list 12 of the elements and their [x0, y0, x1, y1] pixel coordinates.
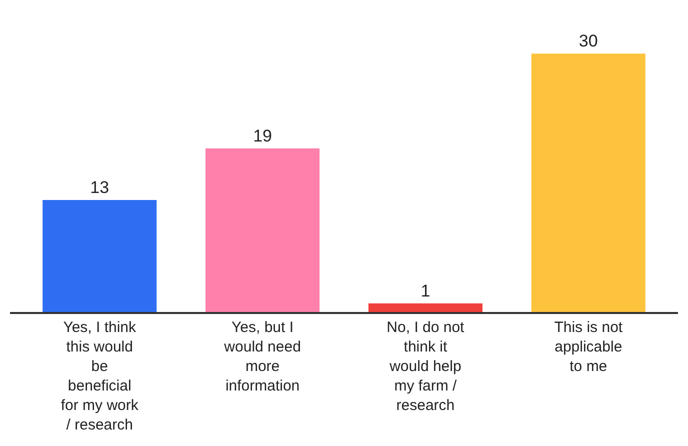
bar: [368, 303, 482, 312]
data-label: 13: [90, 178, 110, 198]
data-label: 1: [420, 281, 430, 300]
data-label: 30: [578, 32, 598, 51]
x-tick-label: This is not applicable to me: [554, 319, 624, 375]
bar: [531, 54, 646, 312]
data-label: 19: [253, 126, 272, 146]
x-tick-label: No, I do not think it would help my farm / research: [386, 319, 466, 414]
bar: [42, 200, 157, 312]
bar: [206, 148, 320, 312]
x-tick-label: Yes, but I would need more information: [223, 319, 301, 394]
x-tick-label: Yes, I think this would be beneficial for my work / research: [60, 319, 139, 434]
